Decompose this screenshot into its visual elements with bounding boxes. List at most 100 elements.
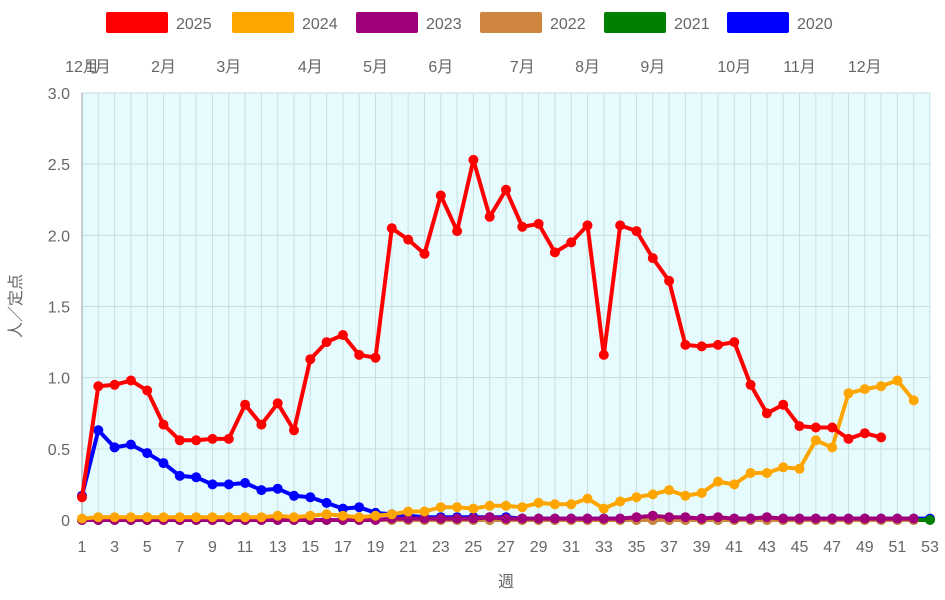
data-point[interactable]	[549, 513, 560, 524]
data-point[interactable]	[207, 479, 218, 490]
data-point[interactable]	[191, 472, 202, 483]
data-point[interactable]	[549, 499, 560, 510]
data-point[interactable]	[631, 512, 642, 523]
data-point[interactable]	[761, 512, 772, 523]
data-point[interactable]	[713, 512, 723, 523]
data-point[interactable]	[337, 510, 348, 521]
data-point[interactable]	[272, 510, 283, 521]
data-point[interactable]	[582, 513, 593, 524]
data-point[interactable]	[778, 462, 789, 473]
data-point[interactable]	[859, 428, 870, 439]
data-point[interactable]	[321, 337, 332, 348]
data-point[interactable]	[517, 513, 528, 524]
data-point[interactable]	[109, 512, 120, 523]
data-point[interactable]	[174, 470, 185, 481]
data-point[interactable]	[501, 513, 511, 524]
data-point[interactable]	[289, 425, 299, 436]
data-point[interactable]	[908, 395, 919, 406]
data-point[interactable]	[386, 223, 397, 234]
data-point[interactable]	[876, 432, 887, 443]
data-point[interactable]	[729, 479, 740, 490]
data-point[interactable]	[468, 513, 479, 524]
data-point[interactable]	[289, 490, 299, 501]
data-point[interactable]	[158, 512, 169, 523]
data-point[interactable]	[142, 448, 153, 459]
data-point[interactable]	[337, 330, 348, 340]
data-point[interactable]	[125, 512, 136, 523]
data-point[interactable]	[403, 506, 414, 517]
data-point[interactable]	[680, 339, 691, 350]
data-point[interactable]	[745, 513, 756, 524]
data-point[interactable]	[533, 513, 544, 524]
data-point[interactable]	[761, 468, 772, 478]
data-point[interactable]	[566, 499, 577, 510]
legend[interactable]: 2025 2024 2023 2022 2021 2020	[106, 12, 833, 33]
data-point[interactable]	[729, 337, 740, 348]
data-point[interactable]	[484, 512, 495, 523]
data-point[interactable]	[240, 512, 251, 523]
data-point[interactable]	[664, 275, 675, 286]
data-point[interactable]	[696, 341, 707, 352]
data-point[interactable]	[354, 512, 365, 523]
data-point[interactable]	[370, 510, 381, 521]
data-point[interactable]	[696, 488, 707, 498]
data-point[interactable]	[289, 512, 299, 523]
data-point[interactable]	[647, 489, 658, 500]
data-point[interactable]	[615, 513, 626, 524]
data-point[interactable]	[843, 388, 854, 399]
legend-item-2021[interactable]: 2021	[604, 12, 710, 33]
data-point[interactable]	[321, 497, 332, 508]
data-point[interactable]	[419, 513, 430, 524]
data-point[interactable]	[680, 490, 691, 501]
data-point[interactable]	[419, 506, 430, 517]
data-point[interactable]	[207, 433, 218, 444]
data-point[interactable]	[240, 478, 251, 488]
data-point[interactable]	[827, 513, 838, 524]
data-point[interactable]	[484, 500, 495, 511]
data-point[interactable]	[468, 503, 479, 514]
data-point[interactable]	[403, 234, 414, 245]
data-point[interactable]	[631, 492, 642, 503]
data-point[interactable]	[843, 433, 854, 444]
data-point[interactable]	[533, 218, 544, 229]
data-point[interactable]	[305, 354, 316, 365]
data-point[interactable]	[142, 512, 153, 523]
data-point[interactable]	[452, 502, 463, 513]
data-point[interactable]	[925, 515, 935, 525]
legend-item-2023[interactable]: 2023	[356, 12, 462, 33]
data-point[interactable]	[354, 349, 365, 360]
data-point[interactable]	[305, 492, 316, 503]
data-point[interactable]	[125, 375, 136, 386]
data-point[interactable]	[582, 493, 593, 504]
data-point[interactable]	[680, 512, 691, 523]
data-point[interactable]	[272, 398, 283, 409]
data-point[interactable]	[876, 513, 887, 524]
data-point[interactable]	[761, 408, 772, 419]
data-point[interactable]	[93, 381, 104, 392]
data-point[interactable]	[778, 399, 789, 410]
data-point[interactable]	[109, 442, 120, 453]
data-point[interactable]	[452, 226, 463, 237]
data-point[interactable]	[664, 512, 675, 523]
data-point[interactable]	[892, 513, 903, 524]
data-point[interactable]	[370, 352, 381, 363]
data-point[interactable]	[191, 512, 202, 523]
data-point[interactable]	[908, 513, 919, 524]
data-point[interactable]	[256, 485, 267, 496]
data-point[interactable]	[647, 510, 658, 521]
data-point[interactable]	[321, 509, 332, 520]
data-point[interactable]	[240, 399, 251, 410]
data-point[interactable]	[484, 211, 495, 222]
data-point[interactable]	[794, 421, 805, 432]
data-point[interactable]	[223, 512, 234, 523]
data-point[interactable]	[517, 221, 528, 232]
data-point[interactable]	[745, 468, 756, 478]
data-point[interactable]	[549, 247, 560, 258]
data-point[interactable]	[794, 463, 805, 474]
data-point[interactable]	[174, 512, 185, 523]
data-point[interactable]	[93, 512, 104, 523]
data-point[interactable]	[223, 433, 234, 444]
data-point[interactable]	[778, 513, 789, 524]
data-point[interactable]	[158, 419, 169, 430]
data-point[interactable]	[810, 435, 821, 446]
